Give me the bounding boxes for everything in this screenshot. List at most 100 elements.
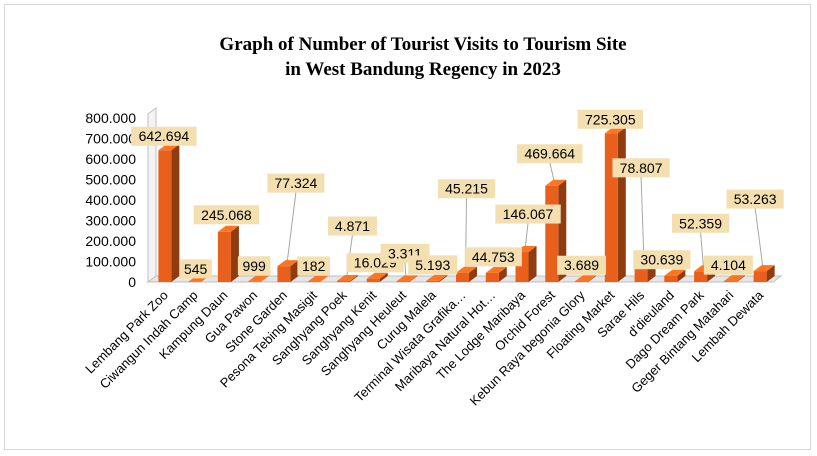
data-label-box — [297, 256, 330, 276]
bar-side — [498, 266, 507, 282]
data-label: 545 — [184, 261, 208, 277]
bar-side — [736, 275, 745, 282]
y-tick-label: 400.000 — [85, 192, 136, 208]
y-axis: 0 100.000 200.000 300.000 400.000 500.000 600.… — [85, 110, 136, 290]
data-label: 245.068 — [201, 207, 252, 223]
bar-side — [617, 127, 626, 283]
bar-side — [379, 272, 388, 282]
data-label-box — [131, 126, 197, 146]
data-label: 45.215 — [445, 181, 488, 197]
bar-top — [336, 275, 358, 282]
bar — [366, 272, 388, 282]
data-label: 78.807 — [620, 160, 663, 176]
bar — [426, 274, 448, 282]
data-label: 3.689 — [564, 257, 599, 273]
bar-side — [766, 265, 775, 282]
bar-top — [396, 275, 418, 282]
bar-top — [545, 179, 567, 186]
bar-top — [575, 275, 597, 282]
data-label: 182 — [302, 258, 326, 274]
bar-top — [217, 225, 239, 232]
data-label-box — [179, 259, 212, 279]
bar — [247, 275, 269, 282]
bar-side — [290, 260, 299, 282]
bar-top — [426, 274, 448, 281]
data-label-box — [703, 255, 753, 275]
data-label: 4.871 — [335, 218, 370, 234]
data-labels: 642.694545245.06899977.3241824.87116.029… — [131, 109, 784, 279]
chart-title-line-1: Graph of Number of Tourist Visits to Tou… — [219, 34, 626, 55]
bar-front — [723, 281, 737, 282]
bar-side — [528, 246, 537, 282]
y-tick-label: 700.000 — [85, 131, 136, 147]
data-label-box — [327, 216, 377, 236]
bar-front — [366, 278, 380, 282]
data-label-box — [557, 255, 607, 275]
label-leader-line — [524, 223, 529, 251]
data-label: 146.067 — [503, 206, 554, 222]
bar — [485, 266, 507, 282]
bar-top — [456, 266, 477, 273]
bar — [217, 225, 239, 282]
bar — [396, 275, 418, 282]
bar-front — [634, 265, 648, 282]
data-label-box — [517, 144, 583, 164]
bar-front — [396, 281, 410, 282]
bar-side — [439, 274, 448, 282]
data-label-box — [612, 158, 670, 178]
data-label: 469.664 — [524, 146, 575, 162]
bar — [575, 275, 597, 282]
y-tick-label: 0 — [128, 274, 136, 290]
bar-front — [664, 275, 678, 282]
y-tick-label: 300.000 — [85, 213, 136, 229]
y-tick-label: 100.000 — [85, 254, 136, 270]
data-label: 5.193 — [415, 257, 450, 273]
bar-top — [307, 275, 329, 282]
data-label: 725.305 — [585, 111, 636, 127]
bar-side — [260, 275, 269, 282]
bar — [753, 265, 775, 282]
bar-front — [336, 281, 350, 282]
data-label: 30.639 — [640, 252, 683, 268]
bar-top — [366, 272, 388, 279]
bar-top — [277, 260, 299, 267]
data-label-box — [726, 189, 784, 209]
data-label-box — [237, 256, 271, 276]
bar-side — [349, 275, 358, 282]
data-label: 999 — [242, 258, 266, 274]
bar-front — [694, 271, 708, 282]
data-label: 44.753 — [472, 249, 515, 265]
bar-front — [426, 280, 440, 282]
label-leader-line — [286, 192, 297, 265]
bar — [277, 260, 299, 282]
bar-top — [485, 266, 507, 273]
data-label-box — [267, 173, 325, 193]
data-label: 4.104 — [711, 257, 746, 273]
data-label-box — [633, 250, 691, 270]
bar-side — [409, 275, 418, 282]
data-label-box — [193, 205, 260, 225]
data-label-box — [437, 179, 496, 199]
data-label-box — [671, 213, 730, 233]
bar-front — [158, 150, 172, 282]
bar-front — [456, 272, 469, 282]
y-tick-label: 200.000 — [85, 233, 136, 249]
bar-side — [171, 144, 180, 282]
bar-side — [469, 266, 477, 282]
bar — [336, 275, 358, 282]
data-label-box — [577, 109, 644, 129]
bar-front — [753, 271, 767, 282]
label-leader-line — [754, 208, 764, 270]
bar-front — [277, 266, 291, 282]
data-label-box — [495, 204, 561, 224]
data-label-box — [464, 247, 522, 267]
y-tick-label: 800.000 — [85, 110, 136, 126]
data-label-box — [408, 255, 458, 275]
bar-top — [664, 269, 686, 276]
data-label: 52.359 — [679, 215, 722, 231]
bar-side — [320, 275, 329, 282]
bar — [158, 144, 180, 282]
data-label: 53.263 — [734, 191, 777, 207]
bar-side — [230, 225, 239, 282]
bar-front — [604, 133, 618, 282]
